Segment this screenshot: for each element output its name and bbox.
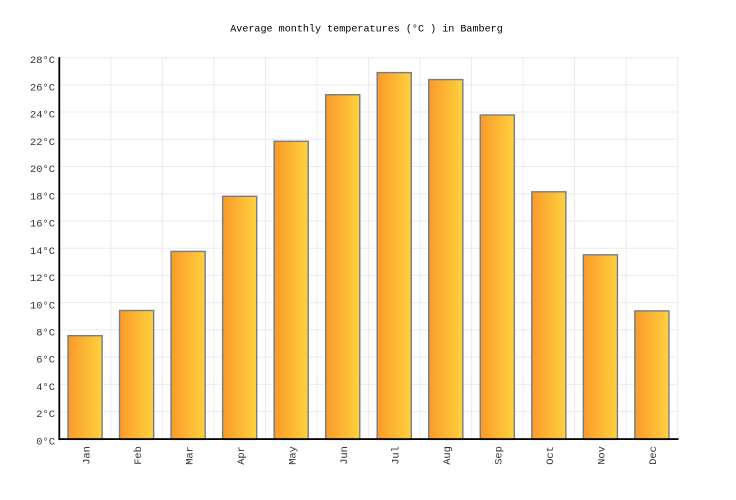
svg-text:Jan: Jan — [81, 446, 93, 465]
svg-text:12°C: 12°C — [30, 273, 55, 285]
svg-text:0°C: 0°C — [36, 436, 55, 448]
svg-text:10°C: 10°C — [30, 300, 55, 312]
svg-text:Average monthly temperatures (: Average monthly temperatures (°C ) in Ba… — [230, 24, 503, 36]
svg-text:Apr: Apr — [236, 446, 248, 465]
svg-text:May: May — [287, 446, 299, 465]
svg-text:28°C: 28°C — [30, 55, 55, 67]
svg-text:6°C: 6°C — [36, 355, 55, 367]
svg-text:24°C: 24°C — [30, 110, 55, 122]
svg-text:14°C: 14°C — [30, 246, 55, 258]
svg-text:20°C: 20°C — [30, 164, 55, 176]
svg-text:2°C: 2°C — [36, 409, 55, 421]
svg-text:Sep: Sep — [494, 446, 506, 465]
svg-text:26°C: 26°C — [30, 82, 55, 94]
svg-text:Oct: Oct — [545, 446, 557, 465]
svg-text:Feb: Feb — [133, 446, 145, 465]
svg-text:Nov: Nov — [597, 446, 609, 465]
svg-text:Jul: Jul — [391, 446, 403, 465]
svg-text:18°C: 18°C — [30, 191, 55, 203]
svg-text:8°C: 8°C — [36, 327, 55, 339]
svg-text:16°C: 16°C — [30, 219, 55, 231]
svg-text:Jun: Jun — [339, 446, 351, 465]
svg-text:Aug: Aug — [442, 446, 454, 465]
svg-text:Dec: Dec — [648, 446, 660, 465]
svg-text:Mar: Mar — [184, 446, 196, 465]
svg-text:4°C: 4°C — [36, 382, 55, 394]
svg-text:22°C: 22°C — [30, 137, 55, 149]
